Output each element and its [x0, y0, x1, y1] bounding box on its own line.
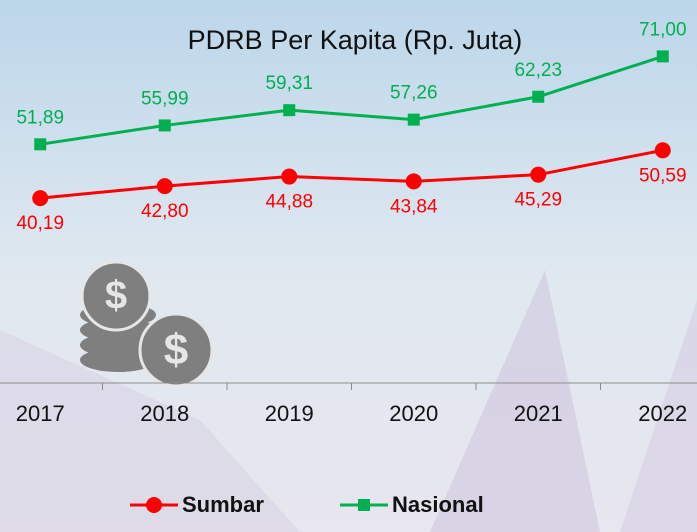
- x-tick-label: 2020: [389, 401, 438, 426]
- x-tick-label: 2022: [638, 401, 687, 426]
- x-tick-label: 2021: [514, 401, 563, 426]
- data-label: 71,00: [639, 19, 687, 40]
- data-label: 55,99: [141, 88, 189, 109]
- legend-marker: [358, 499, 370, 511]
- svg-text:$: $: [105, 274, 127, 318]
- chart-title: PDRB Per Kapita (Rp. Juta): [188, 25, 523, 55]
- marker: [657, 50, 669, 62]
- x-tick-label: 2019: [265, 401, 314, 426]
- marker: [32, 190, 48, 206]
- data-label: 62,23: [514, 60, 562, 81]
- data-label: 42,80: [141, 201, 189, 222]
- data-label: 45,29: [514, 190, 562, 211]
- data-label: 51,89: [16, 107, 64, 128]
- marker: [530, 167, 546, 183]
- data-label: 57,26: [390, 83, 438, 104]
- marker: [157, 178, 173, 194]
- marker: [406, 173, 422, 189]
- data-label: 59,31: [265, 73, 313, 94]
- marker: [281, 169, 297, 185]
- data-label: 40,19: [16, 213, 64, 234]
- marker: [408, 114, 420, 126]
- marker: [34, 138, 46, 150]
- legend-label: Sumbar: [182, 492, 264, 517]
- marker: [159, 119, 171, 131]
- marker: [655, 142, 671, 158]
- x-tick-label: 2017: [16, 401, 65, 426]
- chart: $ $ PDRB Per Kapita (Rp. Juta) 2017 2018 2…: [0, 0, 697, 532]
- marker: [283, 104, 295, 116]
- legend-marker: [146, 497, 162, 513]
- x-tick-label: 2018: [140, 401, 189, 426]
- data-label: 50,59: [639, 165, 687, 186]
- data-label: 44,88: [265, 192, 313, 213]
- data-label: 43,84: [390, 196, 438, 217]
- svg-text:$: $: [164, 326, 188, 375]
- legend-label: Nasional: [392, 492, 484, 517]
- marker: [532, 91, 544, 103]
